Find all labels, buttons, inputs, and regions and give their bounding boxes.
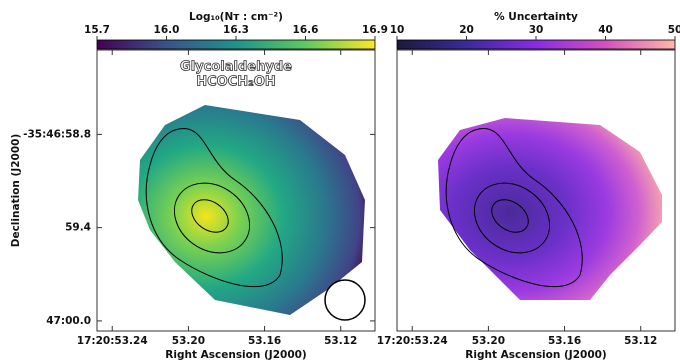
colorbar-tick-label: 50 [668, 24, 680, 36]
uncertainty-map [438, 118, 662, 300]
molecule-formula: HCOCH₂OH [196, 75, 276, 90]
colorbar-tick-label: 16.3 [223, 24, 249, 36]
x-tick-label: 17:20:53.24 [377, 335, 448, 347]
colorbar-tick-label: 20 [459, 24, 474, 36]
colorbar [396, 39, 676, 50]
x-tick-label: 53.20 [172, 335, 205, 347]
contours [445, 127, 583, 288]
colorbar-tick-label: 16.0 [154, 24, 180, 36]
x-tick-label: 53.12 [624, 335, 657, 347]
colorbar-tick-label: 40 [598, 24, 613, 36]
colorbar-tick-label: 15.7 [84, 24, 110, 36]
molecule-name: Glycolaldehyde [180, 60, 292, 75]
x-tick-label: 17:20:53.24 [77, 335, 148, 347]
column-density-map [138, 105, 365, 315]
y-tick-label: 59.4 [65, 222, 91, 234]
y-axis-label: Declination (J2000) [10, 134, 22, 248]
colorbar-label: Log₁₀(Nᴛ : cm⁻²) [189, 11, 283, 23]
x-tick-label: 53.16 [248, 335, 281, 347]
x-axis-label: Right Ascension (J2000) [165, 349, 306, 361]
colorbar-tick-label: 16.9 [362, 24, 388, 36]
colorbar-tick-label: 16.6 [293, 24, 319, 36]
panel-right [396, 49, 676, 332]
y-tick-label: -35:46:58.8 [23, 128, 91, 140]
beam [324, 279, 366, 321]
x-tick-label: 53.12 [324, 335, 357, 347]
x-axis-label: Right Ascension (J2000) [465, 349, 606, 361]
colorbar-label: % Uncertainty [494, 11, 578, 23]
contours [145, 127, 283, 288]
x-tick-label: 53.16 [548, 335, 581, 347]
colorbar-tick-label: 10 [390, 24, 405, 36]
panel-left: Glycolaldehyde HCOCH₂OH [96, 49, 376, 332]
colorbar-tick-label: 30 [529, 24, 544, 36]
y-tick-label: 47:00.0 [46, 315, 91, 327]
colorbar [96, 39, 376, 50]
x-tick-label: 53.20 [472, 335, 505, 347]
